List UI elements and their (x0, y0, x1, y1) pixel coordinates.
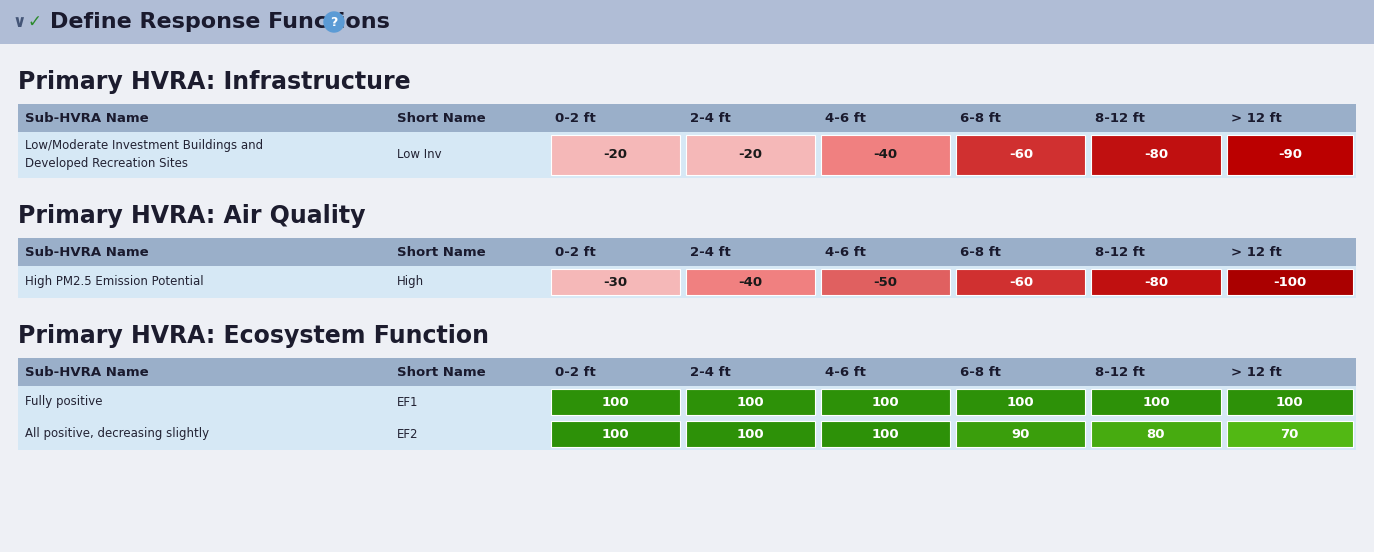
Text: Define Response Functions: Define Response Functions (49, 12, 390, 32)
Text: ∨: ∨ (12, 13, 26, 31)
Text: 6-8 ft: 6-8 ft (960, 365, 1002, 379)
Text: > 12 ft: > 12 ft (1231, 365, 1282, 379)
Text: Primary HVRA: Air Quality: Primary HVRA: Air Quality (18, 204, 365, 228)
Text: -20: -20 (739, 148, 763, 162)
Bar (18, 104, 1356, 132)
FancyBboxPatch shape (551, 389, 680, 415)
Text: ✓: ✓ (27, 13, 41, 31)
Text: 100: 100 (602, 395, 629, 408)
Circle shape (324, 12, 344, 32)
Text: Short Name: Short Name (397, 365, 485, 379)
FancyBboxPatch shape (551, 269, 680, 295)
Text: High PM2.5 Emission Potential: High PM2.5 Emission Potential (25, 275, 203, 289)
FancyBboxPatch shape (1227, 135, 1353, 175)
Text: 100: 100 (1276, 395, 1304, 408)
Bar (18, 358, 1356, 386)
Text: 100: 100 (736, 395, 764, 408)
Text: 100: 100 (1007, 395, 1035, 408)
Text: -30: -30 (603, 275, 628, 289)
FancyBboxPatch shape (822, 421, 951, 447)
Text: EF2: EF2 (397, 427, 419, 440)
Text: 8-12 ft: 8-12 ft (1095, 112, 1146, 125)
FancyBboxPatch shape (551, 421, 680, 447)
Text: -80: -80 (1145, 148, 1168, 162)
FancyBboxPatch shape (686, 421, 815, 447)
Text: 100: 100 (872, 427, 900, 440)
Text: 100: 100 (736, 427, 764, 440)
Text: 4-6 ft: 4-6 ft (826, 112, 866, 125)
Bar (18, 266, 1356, 298)
FancyBboxPatch shape (1091, 421, 1220, 447)
Text: 100: 100 (872, 395, 900, 408)
Text: 6-8 ft: 6-8 ft (960, 112, 1002, 125)
Text: 0-2 ft: 0-2 ft (555, 112, 595, 125)
FancyBboxPatch shape (822, 269, 951, 295)
Text: 8-12 ft: 8-12 ft (1095, 365, 1146, 379)
Text: Sub-HVRA Name: Sub-HVRA Name (25, 365, 148, 379)
Bar (18, 238, 1356, 266)
Text: EF1: EF1 (397, 395, 419, 408)
FancyBboxPatch shape (1227, 269, 1353, 295)
FancyBboxPatch shape (956, 421, 1085, 447)
Text: 4-6 ft: 4-6 ft (826, 365, 866, 379)
Text: 90: 90 (1011, 427, 1030, 440)
Bar (0, 0, 1374, 44)
Text: 100: 100 (602, 427, 629, 440)
Text: Short Name: Short Name (397, 246, 485, 258)
Text: 8-12 ft: 8-12 ft (1095, 246, 1146, 258)
Text: -20: -20 (603, 148, 628, 162)
Text: -80: -80 (1145, 275, 1168, 289)
FancyBboxPatch shape (956, 389, 1085, 415)
Text: -90: -90 (1278, 148, 1301, 162)
Text: 2-4 ft: 2-4 ft (690, 365, 731, 379)
FancyBboxPatch shape (1227, 389, 1353, 415)
Text: > 12 ft: > 12 ft (1231, 246, 1282, 258)
Text: 0-2 ft: 0-2 ft (555, 365, 595, 379)
FancyBboxPatch shape (686, 135, 815, 175)
Text: 0-2 ft: 0-2 ft (555, 246, 595, 258)
Text: ?: ? (330, 15, 338, 29)
FancyBboxPatch shape (822, 135, 951, 175)
FancyBboxPatch shape (686, 389, 815, 415)
Text: Primary HVRA: Infrastructure: Primary HVRA: Infrastructure (18, 70, 411, 94)
Text: -60: -60 (1009, 148, 1033, 162)
Text: > 12 ft: > 12 ft (1231, 112, 1282, 125)
Bar (18, 132, 1356, 178)
Text: Primary HVRA: Ecosystem Function: Primary HVRA: Ecosystem Function (18, 324, 489, 348)
FancyBboxPatch shape (956, 135, 1085, 175)
Text: 2-4 ft: 2-4 ft (690, 112, 731, 125)
FancyBboxPatch shape (551, 135, 680, 175)
Text: 4-6 ft: 4-6 ft (826, 246, 866, 258)
Text: -40: -40 (874, 148, 897, 162)
Text: Fully positive: Fully positive (25, 395, 103, 408)
Text: 6-8 ft: 6-8 ft (960, 246, 1002, 258)
Text: 2-4 ft: 2-4 ft (690, 246, 731, 258)
FancyBboxPatch shape (1091, 269, 1220, 295)
Text: -40: -40 (738, 275, 763, 289)
FancyBboxPatch shape (1227, 421, 1353, 447)
Text: All positive, decreasing slightly: All positive, decreasing slightly (25, 427, 209, 440)
Text: 70: 70 (1281, 427, 1298, 440)
FancyBboxPatch shape (822, 389, 951, 415)
Text: Low Inv: Low Inv (397, 148, 441, 162)
Text: -60: -60 (1009, 275, 1033, 289)
Text: -50: -50 (874, 275, 897, 289)
FancyBboxPatch shape (1091, 135, 1220, 175)
Text: 100: 100 (1142, 395, 1169, 408)
FancyBboxPatch shape (1091, 389, 1220, 415)
Bar (18, 418, 1356, 450)
Text: -100: -100 (1274, 275, 1307, 289)
FancyBboxPatch shape (956, 269, 1085, 295)
FancyBboxPatch shape (686, 269, 815, 295)
Text: 80: 80 (1147, 427, 1165, 440)
Text: High: High (397, 275, 425, 289)
Text: Low/Moderate Investment Buildings and
Developed Recreation Sites: Low/Moderate Investment Buildings and De… (25, 140, 264, 171)
Bar (18, 386, 1356, 418)
Text: Short Name: Short Name (397, 112, 485, 125)
Text: Sub-HVRA Name: Sub-HVRA Name (25, 246, 148, 258)
Text: Sub-HVRA Name: Sub-HVRA Name (25, 112, 148, 125)
